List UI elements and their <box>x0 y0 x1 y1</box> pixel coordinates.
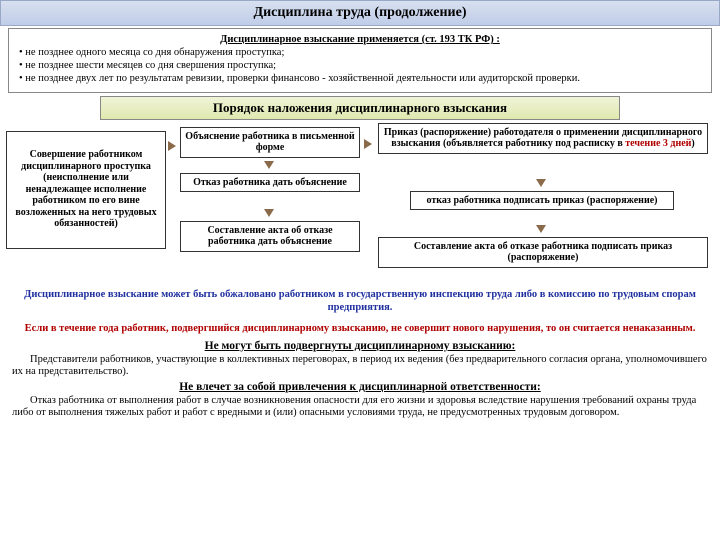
page-title: Дисциплина труда (продолжение) <box>0 0 720 26</box>
year-note: Если в течение года работник, подвергший… <box>8 319 712 338</box>
no-liability-text: Отказ работника от выполнения работ в сл… <box>12 395 708 420</box>
arrow-icon <box>264 161 274 169</box>
arrow-icon <box>264 209 274 217</box>
rule-2: • не позднее шести месяцев со дня сверше… <box>19 59 701 72</box>
arrow-icon <box>364 139 372 149</box>
flow-act-refuse: Составление акта об отказе работника дат… <box>180 221 360 252</box>
rule-3: • не позднее двух лет по результатам рев… <box>19 72 701 85</box>
arrow-icon <box>536 225 546 233</box>
no-liability-section: Не влечет за собой привлечения к дисципл… <box>12 381 708 420</box>
exempt-text: Представители работников, участвующие в … <box>12 354 708 379</box>
flow-act-refuse-sign: Составление акта об отказе работника под… <box>378 237 708 268</box>
exempt-heading: Не могут быть подвергнуты дисциплинарном… <box>205 340 516 352</box>
flow-explanation: Объяснение работника в письменной форме <box>180 127 360 158</box>
order-text-end: ) <box>691 138 694 149</box>
flow-refuse-explain: Отказ работника дать объяснение <box>180 173 360 193</box>
procedure-header: Порядок наложения дисциплинарного взыска… <box>100 96 620 120</box>
arrow-icon <box>536 179 546 187</box>
year-text: Если в течение года работник, подвергший… <box>25 323 696 334</box>
rules-heading: Дисциплинарное взыскание применяется (ст… <box>220 34 500 45</box>
order-deadline: течение 3 дней <box>625 138 691 149</box>
appeal-note: Дисциплинарное взыскание может быть обжа… <box>8 285 712 317</box>
appeal-text: Дисциплинарное взыскание может быть обжа… <box>24 289 696 313</box>
flow-order: Приказ (распоряжение) работодателя о при… <box>378 123 708 154</box>
rule-1: • не позднее одного месяца со дня обнару… <box>19 46 701 59</box>
exempt-section: Не могут быть подвергнуты дисциплинарном… <box>12 340 708 379</box>
flow-violation: Совершение работником дисциплинарного пр… <box>6 131 166 249</box>
application-rules-box: Дисциплинарное взыскание применяется (ст… <box>8 28 712 93</box>
no-liability-heading: Не влечет за собой привлечения к дисципл… <box>179 381 541 393</box>
flowchart: Совершение работником дисциплинарного пр… <box>6 123 714 283</box>
flow-refuse-sign: отказ работника подписать приказ (распор… <box>410 191 674 211</box>
arrow-icon <box>168 141 176 151</box>
